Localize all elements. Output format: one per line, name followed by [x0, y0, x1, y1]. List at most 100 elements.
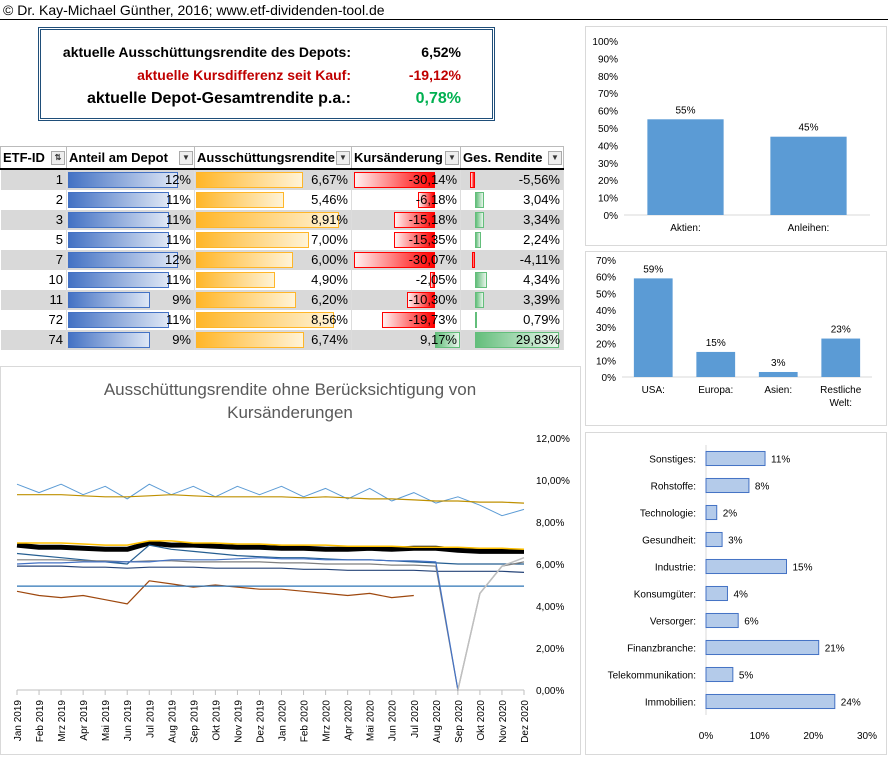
- column-header-anteil[interactable]: Anteil am Depot ▼: [66, 146, 195, 170]
- table-row[interactable]: 7 12% 6,00% -30,07% -4,11%: [0, 250, 564, 270]
- cell-value: -30,07%: [408, 252, 457, 267]
- filter-active-icon[interactable]: ▼: [179, 151, 193, 165]
- table-cell-kurs[interactable]: -6,18%: [351, 190, 461, 210]
- table-row[interactable]: 3 11% 8,91% -15,18% 3,34%: [0, 210, 564, 230]
- table-row[interactable]: 5 11% 7,00% -15,35% 2,24%: [0, 230, 564, 250]
- table-row[interactable]: 11 9% 6,20% -10,30% 3,39%: [0, 290, 564, 310]
- table-cell-aus[interactable]: 8,56%: [194, 310, 352, 330]
- table-cell-ges[interactable]: -4,11%: [460, 250, 564, 270]
- cell-value: 12%: [164, 252, 191, 267]
- y-tick-label: 70%: [598, 89, 618, 100]
- table-cell-anteil[interactable]: 11%: [66, 310, 195, 330]
- cell-value: 9%: [172, 292, 191, 307]
- table-cell-ges[interactable]: 3,04%: [460, 190, 564, 210]
- data-label: 2%: [723, 509, 738, 520]
- category-label: Industrie:: [655, 563, 696, 574]
- data-label: 55%: [675, 105, 695, 116]
- table-cell-ges[interactable]: 2,24%: [460, 230, 564, 250]
- category-label: Asien:: [764, 385, 792, 396]
- table-cell-id[interactable]: 10: [0, 270, 67, 290]
- dropdown-icon[interactable]: ▼: [548, 151, 562, 165]
- table-cell-kurs[interactable]: -10,30%: [351, 290, 461, 310]
- table-cell-id[interactable]: 72: [0, 310, 67, 330]
- table-cell-kurs[interactable]: -30,07%: [351, 250, 461, 270]
- column-header-etf-id[interactable]: ETF-ID ⇅: [0, 146, 67, 170]
- table-cell-kurs[interactable]: -15,18%: [351, 210, 461, 230]
- table-cell-kurs[interactable]: -2,05%: [351, 270, 461, 290]
- y-tick-label: 80%: [598, 72, 618, 83]
- table-cell-aus[interactable]: 4,90%: [194, 270, 352, 290]
- region-chart-panel: 0% 10% 20% 30% 40% 50% 60% 70% 59% USA: 15% Europa:…: [585, 251, 887, 426]
- table-cell-id[interactable]: 7: [0, 250, 67, 270]
- table-cell-ges[interactable]: -5,56%: [460, 169, 564, 190]
- table-cell-ges[interactable]: 4,34%: [460, 270, 564, 290]
- column-header-ausschuettung[interactable]: Ausschüttungsrendite ▼: [194, 146, 352, 170]
- cell-value: -5,56%: [518, 172, 560, 187]
- table-row[interactable]: 1 12% 6,67% -30,14% -5,56%: [0, 169, 564, 190]
- column-header-kursaenderung[interactable]: Kursänderung ▼: [351, 146, 461, 170]
- cell-value: 3,34%: [523, 212, 560, 227]
- table-cell-anteil[interactable]: 11%: [66, 210, 195, 230]
- data-bar: [475, 332, 559, 348]
- table-cell-aus[interactable]: 7,00%: [194, 230, 352, 250]
- table-cell-anteil[interactable]: 11%: [66, 190, 195, 210]
- table-cell-anteil[interactable]: 9%: [66, 330, 195, 350]
- bar: [705, 531, 723, 548]
- table-cell-id[interactable]: 74: [0, 330, 67, 350]
- table-cell-aus[interactable]: 6,00%: [194, 250, 352, 270]
- data-bar: [475, 312, 478, 328]
- table-cell-id[interactable]: 5: [0, 230, 67, 250]
- table-cell-id[interactable]: 2: [0, 190, 67, 210]
- dropdown-icon[interactable]: ▼: [445, 151, 459, 165]
- kpi-value-price-change: -19,12%: [408, 67, 461, 83]
- bar: [705, 477, 750, 494]
- table-cell-kurs[interactable]: 9,17%: [351, 330, 461, 350]
- table-cell-ges[interactable]: 3,34%: [460, 210, 564, 230]
- category-label: Gesundheit:: [642, 536, 696, 547]
- table-cell-ges[interactable]: 29,83%: [460, 330, 564, 350]
- table-cell-id[interactable]: 11: [0, 290, 67, 310]
- table-cell-ges[interactable]: 3,39%: [460, 290, 564, 310]
- data-label: 45%: [798, 123, 818, 134]
- table-cell-anteil[interactable]: 12%: [66, 250, 195, 270]
- cell-value: 29,83%: [515, 332, 560, 347]
- data-bar: [68, 232, 169, 248]
- data-bar: [68, 172, 178, 188]
- table-cell-kurs[interactable]: -30,14%: [351, 169, 461, 190]
- table-row[interactable]: 72 11% 8,56% -19,73% 0,79%: [0, 310, 564, 330]
- table-cell-anteil[interactable]: 11%: [66, 230, 195, 250]
- table-cell-kurs[interactable]: -19,73%: [351, 310, 461, 330]
- y-tick-label: 12,00%: [536, 434, 570, 445]
- cell-value: 9,17%: [420, 332, 457, 347]
- y-tick-label: 90%: [598, 54, 618, 65]
- table-cell-aus[interactable]: 6,74%: [194, 330, 352, 350]
- sort-filter-icon[interactable]: ⇅: [51, 151, 65, 165]
- table-row[interactable]: 10 11% 4,90% -2,05% 4,34%: [0, 270, 564, 290]
- data-bar: [470, 172, 475, 188]
- table-cell-id[interactable]: 3: [0, 210, 67, 230]
- table-cell-anteil[interactable]: 11%: [66, 270, 195, 290]
- cell-value: 7,00%: [311, 232, 348, 247]
- table-cell-aus[interactable]: 6,67%: [194, 169, 352, 190]
- table-cell-kurs[interactable]: -15,35%: [351, 230, 461, 250]
- table-row[interactable]: 2 11% 5,46% -6,18% 3,04%: [0, 190, 564, 210]
- column-header-ges-rendite[interactable]: Ges. Rendite ▼: [460, 146, 564, 170]
- data-bar: [418, 192, 435, 208]
- bar: [696, 351, 736, 377]
- table-cell-ges[interactable]: 0,79%: [460, 310, 564, 330]
- table-cell-aus[interactable]: 5,46%: [194, 190, 352, 210]
- table-cell-anteil[interactable]: 12%: [66, 169, 195, 190]
- table-cell-aus[interactable]: 8,91%: [194, 210, 352, 230]
- data-bar: [196, 332, 305, 348]
- dropdown-icon[interactable]: ▼: [336, 151, 350, 165]
- table-cell-anteil[interactable]: 9%: [66, 290, 195, 310]
- data-bar: [68, 312, 169, 328]
- table-row[interactable]: 74 9% 6,74% 9,17% 29,83%: [0, 330, 564, 350]
- sector-chart-panel: 0% 10% 20% 30% Sonstiges: 11% Rohstoffe: 8% Tech…: [585, 432, 887, 755]
- y-tick-label: 50%: [596, 289, 616, 300]
- y-tick-label: 40%: [596, 306, 616, 317]
- cell-value: 6,74%: [311, 332, 348, 347]
- bar: [705, 585, 728, 602]
- table-cell-id[interactable]: 1: [0, 169, 67, 190]
- table-cell-aus[interactable]: 6,20%: [194, 290, 352, 310]
